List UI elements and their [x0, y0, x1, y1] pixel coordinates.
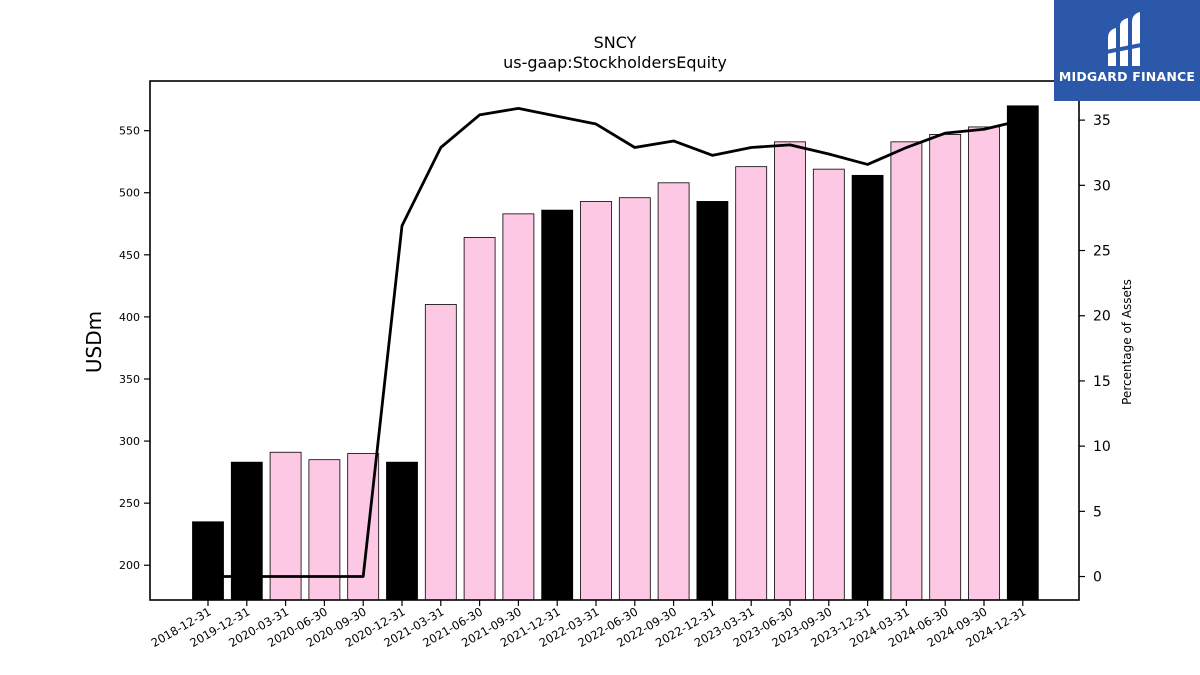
y2-tick-label: 0 — [1093, 570, 1102, 586]
y-axis-right: 0 5 10 15 20 25 30 35 — [1079, 113, 1111, 586]
bar-2023-09-30 — [812, 168, 845, 601]
bar-2021-12-31 — [541, 209, 574, 601]
y-axis-label: USDm — [82, 311, 106, 373]
y2-tick-label: 5 — [1093, 504, 1102, 520]
bar-2018-12-31 — [192, 521, 224, 601]
bar-series — [192, 105, 1039, 601]
percentage-line — [208, 106, 1024, 578]
bar-2022-06-30 — [618, 197, 651, 601]
y-tick-label: 200 — [119, 559, 140, 572]
y2-axis-label: Percentage of Assets — [1120, 279, 1134, 405]
bar-2022-03-31 — [580, 201, 612, 601]
bar-2022-12-31 — [696, 201, 729, 601]
bar-2021-09-30 — [502, 213, 535, 601]
chart-title: SNCY — [594, 33, 637, 52]
midgard-logo-icon — [1105, 12, 1147, 66]
bar-2024-09-30 — [968, 126, 1000, 601]
x-axis: 2018-12-312019-12-312020-03-312020-06-30… — [149, 600, 1028, 650]
bar-2020-12-31 — [386, 461, 418, 601]
bar-2024-06-30 — [929, 133, 962, 601]
y-tick-label: 250 — [119, 497, 140, 510]
y2-tick-label: 15 — [1093, 374, 1111, 390]
bar-2019-12-31 — [230, 461, 263, 601]
plot-frame — [149, 80, 1080, 601]
y2-tick-label: 20 — [1093, 309, 1111, 325]
bar-2021-03-31 — [424, 304, 457, 601]
bar-2024-03-31 — [890, 141, 923, 601]
y-tick-label: 450 — [119, 249, 140, 262]
y-tick-label: 550 — [119, 125, 140, 138]
midgard-finance-logo: MIDGARD FINANCE — [1054, 0, 1200, 101]
bar-2024-12-31 — [1006, 105, 1039, 601]
y2-tick-label: 30 — [1093, 178, 1111, 194]
y2-tick-label: 10 — [1093, 439, 1111, 455]
chart-subtitle: us-gaap:StockholdersEquity — [503, 53, 727, 72]
logo-text: MIDGARD FINANCE — [1058, 69, 1196, 84]
y2-tick-label: 25 — [1093, 244, 1111, 260]
y-tick-label: 350 — [119, 373, 140, 386]
y2-tick-label: 35 — [1093, 113, 1111, 129]
y-tick-label: 300 — [119, 435, 140, 448]
y-axis-left: 200 250 300 350 400 450 500 550 — [119, 125, 150, 572]
bar-2023-12-31 — [851, 174, 884, 601]
line-series — [208, 106, 1024, 578]
bar-2020-06-30 — [308, 459, 341, 601]
bar-2022-09-30 — [657, 182, 690, 601]
bar-2021-06-30 — [463, 237, 496, 601]
y-tick-label: 400 — [119, 311, 140, 324]
bar-2023-03-31 — [735, 166, 768, 601]
bar-2023-06-30 — [774, 141, 806, 601]
y-tick-label: 500 — [119, 187, 140, 200]
